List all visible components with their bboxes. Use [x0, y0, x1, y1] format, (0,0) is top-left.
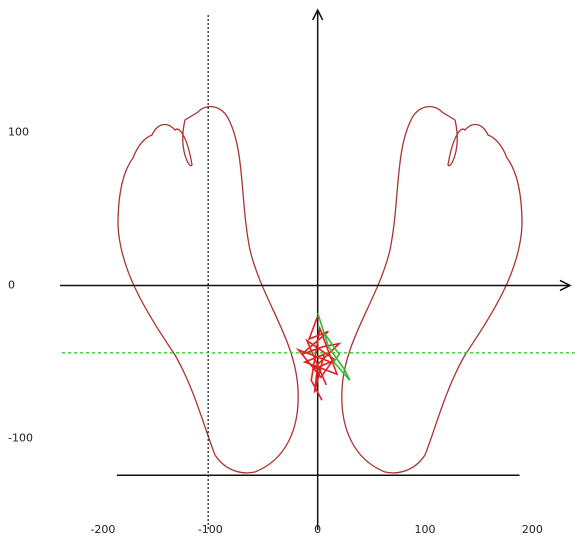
- y-tick-label: 0: [8, 278, 15, 291]
- x-tick-label: -200: [90, 523, 115, 536]
- y-tick-label: 100: [8, 125, 29, 138]
- x-tick-label: 200: [522, 523, 543, 536]
- left-foot: [118, 107, 298, 473]
- chart: -200 -100 0 100 200 -100 0 100: [0, 0, 575, 541]
- x-tick-label: 0: [314, 523, 321, 536]
- feet: [118, 107, 522, 473]
- sway-trace: [298, 316, 339, 400]
- y-tick-label: -100: [8, 432, 33, 445]
- x-tick-label: 100: [415, 523, 436, 536]
- right-foot: [342, 107, 522, 473]
- x-tick-label: -100: [198, 523, 223, 536]
